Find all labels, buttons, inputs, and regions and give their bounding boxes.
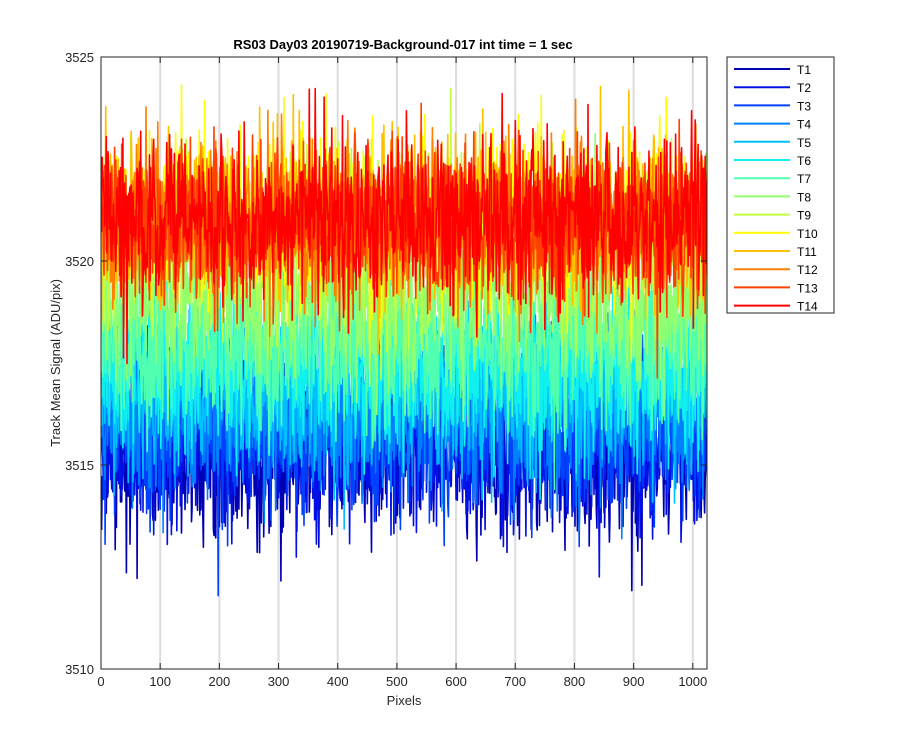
legend-label-t6: T6	[797, 154, 811, 168]
legend-label-t1: T1	[797, 63, 811, 77]
x-tick-label-2: 200	[209, 674, 231, 689]
x-tick-label-5: 500	[386, 674, 408, 689]
legend-label-t4: T4	[797, 118, 811, 132]
y-tick-label-2: 3520	[65, 254, 94, 269]
y-tick-label-1: 3515	[65, 458, 94, 473]
y-axis-label: Track Mean Signal (ADU/pix)	[48, 279, 63, 447]
y-tick-label-3: 3525	[65, 50, 94, 65]
legend-label-t14: T14	[797, 300, 818, 314]
x-tick-label-6: 600	[445, 674, 467, 689]
x-tick-label-3: 300	[268, 674, 290, 689]
series-line-t14	[101, 87, 707, 365]
legend-box	[726, 56, 835, 314]
legend-label-t8: T8	[797, 190, 811, 204]
legend-label-t9: T9	[797, 209, 811, 223]
legend-label-t3: T3	[797, 99, 811, 113]
x-tick-label-8: 800	[564, 674, 586, 689]
legend-label-t11: T11	[797, 245, 817, 259]
x-axis-ticks: 0 100 200 300 400 500 600 700 800 900 1000	[97, 57, 707, 689]
legend-label-t2: T2	[797, 81, 811, 95]
y-axis-ticks: 3510 3515 3520 3525	[65, 50, 707, 677]
y-tick-label-0: 3510	[65, 662, 94, 677]
legend-label-t7: T7	[797, 172, 811, 186]
x-tick-label-1: 100	[149, 674, 171, 689]
plot-frame	[100, 56, 708, 670]
x-tick-label-9: 900	[623, 674, 645, 689]
chart-title: RS03 Day03 20190719-Background-017 int t…	[233, 37, 572, 52]
legend-label-t12: T12	[797, 263, 818, 277]
x-tick-label-4: 400	[327, 674, 349, 689]
legend: T1 T2 T3 T4 T5 T6 T7 T8 T9 T10 T11 T12 T13 T14	[726, 56, 835, 314]
x-axis-label: Pixels	[387, 693, 422, 708]
x-tick-label-7: 700	[504, 674, 526, 689]
x-tick-label-0: 0	[97, 674, 104, 689]
legend-label-t5: T5	[797, 136, 811, 150]
x-tick-label-10: 1000	[678, 674, 707, 689]
legend-label-t10: T10	[797, 227, 818, 241]
series-lines	[101, 83, 707, 597]
legend-label-t13: T13	[797, 281, 818, 295]
